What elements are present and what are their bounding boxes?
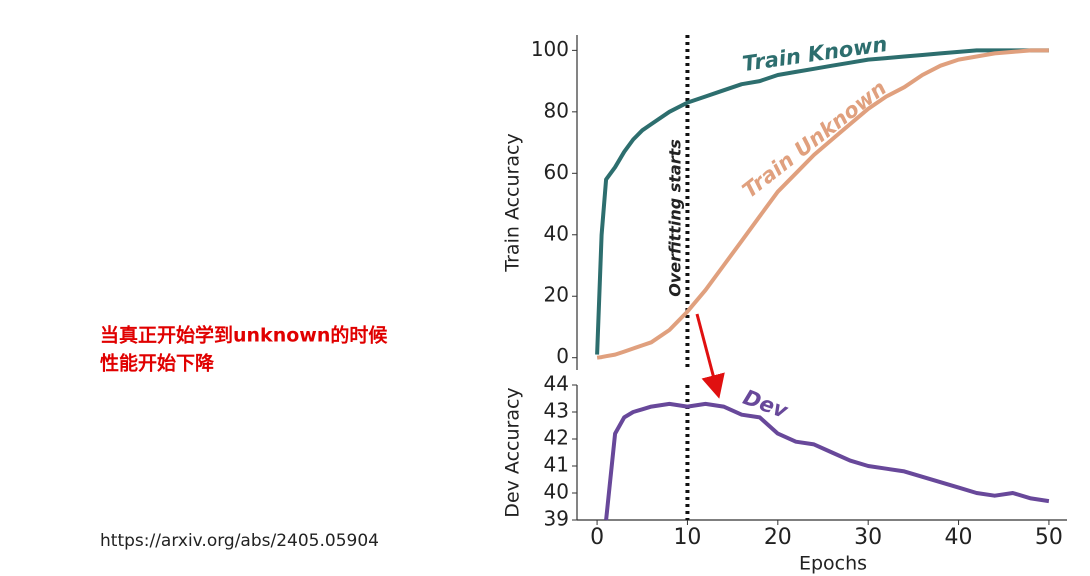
y-tick-label: 40 (544, 221, 569, 245)
x-tick-label: 20 (764, 525, 792, 550)
annotation: Overfitting starts (666, 139, 685, 297)
x-tick-label: 0 (590, 525, 604, 550)
note: 当真正开始学到unknown的时候 (100, 324, 388, 347)
y-tick-label: 60 (544, 160, 569, 184)
y-tick-label: 20 (544, 283, 569, 307)
y-axis-label: Dev Accuracy (502, 387, 524, 517)
series-line (596, 48, 1049, 360)
y-axis-label: Train Accuracy (502, 133, 524, 272)
x-tick-label: 30 (854, 525, 882, 550)
y-tick-label: 80 (544, 98, 569, 122)
y-tick-label: 0 (556, 344, 569, 368)
y-tick-label: 100 (531, 37, 569, 61)
y-tick-label: 44 (544, 372, 569, 396)
source-link: https://arxiv.org/abs/2405.05904 (100, 531, 379, 551)
x-tick-label: 50 (1035, 525, 1063, 550)
y-tick-label: 39 (544, 507, 569, 531)
y-tick-label: 41 (544, 453, 569, 477)
series-label: Train Unknown (738, 76, 891, 203)
x-axis-label: Epochs (799, 553, 867, 575)
y-tick-label: 43 (544, 399, 569, 423)
arrow (695, 313, 725, 399)
series-label: Dev (740, 385, 792, 424)
x-tick-label: 40 (945, 525, 973, 550)
x-tick-label: 10 (673, 525, 701, 550)
series-line (604, 401, 1050, 521)
note: 性能开始下降 (100, 352, 215, 375)
y-tick-label: 40 (544, 480, 569, 504)
y-tick-label: 42 (544, 426, 569, 450)
series-line (595, 48, 1049, 355)
